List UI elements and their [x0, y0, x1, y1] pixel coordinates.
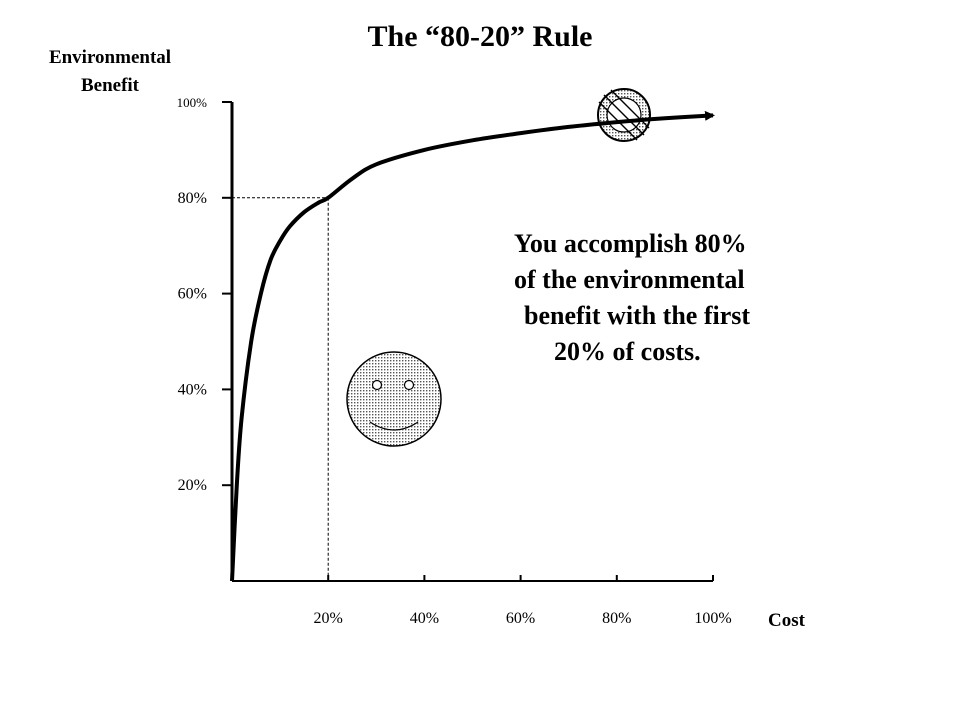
x-axis-label: Cost [768, 610, 805, 631]
y-tick-label: 60% [178, 286, 207, 303]
y-axis-label: Environmental Benefit [30, 44, 190, 100]
y-tick-label: 100% [177, 95, 208, 110]
annotation-line: benefit with the first [524, 301, 751, 330]
smiley-face-icon [346, 351, 442, 447]
reference-lines [232, 197, 329, 581]
y-tick-label: 20% [178, 477, 207, 494]
annotation-text: You accomplish 80% of the environmental … [482, 226, 822, 370]
x-tick-label: 40% [410, 610, 439, 627]
prohibition-sign-icon [597, 88, 651, 142]
y-axis-label-line: Environmental [48, 47, 172, 68]
axis-ticks: 20% 40% 60% 80% 100% 20% 40% 60% 80% 100% [177, 95, 732, 627]
y-tick-label: 80% [178, 190, 207, 207]
y-axis-label-line: Benefit [80, 75, 140, 96]
y-tick-label: 40% [178, 381, 207, 398]
annotation-line: 20% of costs. [554, 337, 701, 366]
x-tick-label: 80% [602, 610, 631, 627]
chart-title: The “80-20” Rule [367, 20, 593, 53]
x-tick-label: 20% [314, 610, 343, 627]
x-tick-label: 60% [506, 610, 535, 627]
x-tick-label: 100% [694, 610, 731, 627]
annotation-line: You accomplish 80% [514, 229, 747, 258]
annotation-line: of the environmental [514, 265, 745, 294]
benefit-curve [230, 110, 715, 582]
